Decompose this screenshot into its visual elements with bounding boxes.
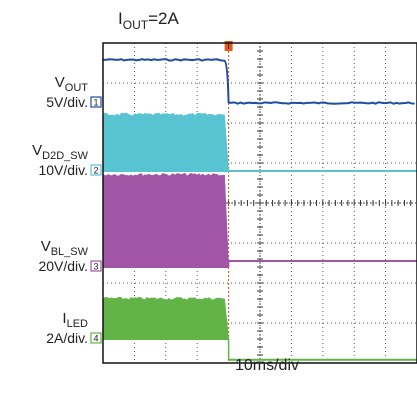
channel-marker-label: 4 bbox=[93, 334, 98, 344]
trigger-marker-label: T bbox=[226, 42, 231, 51]
traces bbox=[102, 58, 417, 361]
plot-frame bbox=[102, 42, 417, 364]
channel-name-sub: OUT bbox=[65, 82, 89, 94]
channel-name: ILED bbox=[62, 310, 88, 330]
channel-marker bbox=[90, 260, 102, 272]
trace-led bbox=[102, 296, 417, 361]
channel-name-main: I bbox=[62, 310, 66, 327]
channel-name-main: V bbox=[55, 74, 65, 91]
switching-envelope bbox=[102, 112, 229, 172]
channel-marker-label: 1 bbox=[93, 98, 98, 108]
channel-name: VOUT bbox=[55, 74, 89, 94]
channel-scale: 2A/div. bbox=[46, 330, 88, 346]
trace-d2d-sw bbox=[102, 112, 417, 172]
switching-envelope bbox=[102, 296, 229, 340]
channel-name-main: V bbox=[41, 238, 51, 255]
channel-marker bbox=[90, 332, 102, 344]
channel-name: VD2D_SW bbox=[32, 142, 88, 162]
channel-scale: 10V/div. bbox=[38, 162, 88, 178]
channel-name-sub: BL_SW bbox=[51, 246, 89, 258]
channel-name-sub: LED bbox=[67, 318, 88, 330]
trace-line bbox=[102, 58, 415, 105]
channel-marker-label: 3 bbox=[93, 262, 98, 272]
trace-out bbox=[102, 58, 415, 105]
channel-scale: 20V/div. bbox=[38, 258, 88, 274]
channel-name-sub: D2D_SW bbox=[42, 150, 88, 162]
channel-marker bbox=[90, 164, 102, 176]
chart-title-sub: OUT bbox=[123, 18, 149, 32]
channel-name: VBL_SW bbox=[41, 238, 89, 258]
channel-marker-label: 2 bbox=[93, 166, 98, 176]
chart-title-main: I bbox=[118, 9, 123, 28]
chart-title-suffix: =2A bbox=[148, 9, 179, 28]
channel-marker bbox=[90, 96, 102, 108]
channel-name-main: V bbox=[32, 142, 42, 159]
switching-envelope bbox=[102, 172, 229, 268]
trace-bl-sw bbox=[102, 172, 417, 268]
chart-title: IOUT=2A bbox=[118, 9, 179, 32]
x-axis-label: 10ms/div bbox=[235, 357, 299, 374]
trigger-marker bbox=[224, 41, 233, 51]
channel-scale: 5V/div. bbox=[46, 94, 88, 110]
